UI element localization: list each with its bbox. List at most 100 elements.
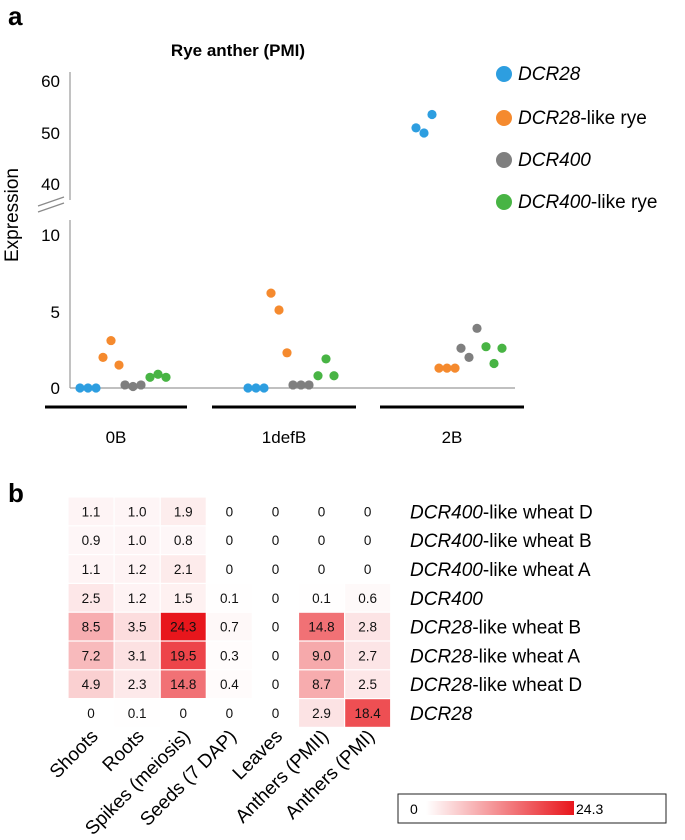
point-dcr400-like-rye-2b bbox=[489, 358, 499, 369]
heatmap-cell-r5-c2 bbox=[160, 641, 206, 670]
heatmap-value-r5-c3: 0.3 bbox=[220, 648, 239, 663]
heatmap-cell-r2-c6 bbox=[345, 555, 391, 583]
point-dcr400-0b bbox=[136, 380, 146, 390]
heatmap-cell-r7-c1 bbox=[114, 699, 160, 727]
point-dcr28-like-rye-0b bbox=[98, 352, 108, 362]
heatmap-value-r7-c3: 0 bbox=[226, 706, 234, 721]
point-dcr400-like-rye-1defb bbox=[321, 354, 331, 364]
point-dcr400-2b bbox=[464, 352, 474, 362]
point-dcr400-1defb bbox=[296, 380, 306, 390]
heatmap-cell-r0-c2 bbox=[160, 497, 206, 526]
heatmap-value-r6-c3: 0.4 bbox=[220, 677, 239, 692]
point-dcr400-1defb bbox=[288, 380, 298, 390]
point-dcr28-0b bbox=[91, 383, 101, 393]
heatmap-value-r6-c2: 14.8 bbox=[170, 677, 196, 692]
colorbar-max-label: 24.3 bbox=[576, 801, 603, 817]
heatmap-value-r1-c1: 1.0 bbox=[128, 533, 147, 548]
chart-title: Rye anther (PMI) bbox=[171, 41, 305, 60]
heatmap-cell-r4-c2 bbox=[160, 612, 206, 641]
heatmap-cell-r5-c5 bbox=[299, 641, 344, 670]
heatmap-value-r2-c4: 0 bbox=[272, 562, 280, 577]
heatmap-value-r4-c6: 2.8 bbox=[358, 620, 377, 635]
heatmap-cell-r7-c6 bbox=[345, 699, 391, 727]
heatmap-value-r7-c2: 0 bbox=[179, 706, 187, 721]
scatter-points bbox=[75, 109, 507, 393]
heatmap-cell-r2-c1 bbox=[114, 555, 160, 583]
colorbar: 0 24.3 bbox=[397, 793, 667, 824]
heatmap-cell-r0-c4 bbox=[253, 497, 298, 526]
heatmap-value-r0-c1: 1.0 bbox=[128, 504, 147, 519]
heatmap-value-r6-c5: 8.7 bbox=[312, 677, 331, 692]
category-label-2B: 2B bbox=[442, 428, 463, 447]
heatmap-value-r0-c5: 0 bbox=[318, 504, 326, 519]
heatmap-value-r2-c3: 0 bbox=[226, 562, 234, 577]
heatmap-cell-r2-c3 bbox=[206, 555, 252, 583]
point-dcr400-0b bbox=[128, 381, 138, 392]
y-tick-label-40: 40 bbox=[41, 175, 60, 194]
heatmap-value-r4-c1: 3.5 bbox=[128, 620, 147, 635]
heatmap-value-r7-c5: 2.9 bbox=[312, 706, 331, 721]
heatmap-row-label-0: DCR400-like wheat D bbox=[410, 502, 593, 523]
point-dcr400-1defb bbox=[304, 380, 314, 390]
heatmap-value-r3-c4: 0 bbox=[272, 591, 280, 606]
heatmap-cell-r3-c6 bbox=[345, 584, 391, 612]
heatmap-value-r6-c6: 2.5 bbox=[358, 677, 377, 692]
heatmap-column-label-0: Shoots bbox=[46, 726, 103, 783]
heatmap-cell-r6-c1 bbox=[114, 670, 160, 698]
point-dcr28-like-rye-1defb bbox=[282, 348, 292, 358]
heatmap-cell-r5-c1 bbox=[114, 641, 160, 670]
heatmap-value-r5-c2: 19.5 bbox=[170, 648, 196, 663]
heatmap-value-r5-c0: 7.2 bbox=[82, 648, 101, 663]
legend-label-dcr400-like-rye: DCR400-like rye bbox=[518, 192, 657, 213]
point-dcr28-like-rye-0b bbox=[114, 360, 124, 370]
y-tick-label-0: 0 bbox=[51, 379, 60, 398]
heatmap-value-r6-c1: 2.3 bbox=[128, 677, 147, 692]
point-dcr400-like-rye-0b bbox=[145, 372, 155, 382]
heatmap-cell-r1-c6 bbox=[345, 526, 391, 554]
heatmap-cell-r6-c6 bbox=[345, 670, 391, 698]
point-dcr400-2b bbox=[456, 343, 466, 353]
heatmap-cell-r4-c5 bbox=[299, 612, 344, 641]
point-dcr28-0b bbox=[75, 383, 85, 393]
heatmap-cell-r3-c4 bbox=[253, 584, 298, 612]
heatmap-value-r1-c2: 0.8 bbox=[174, 533, 193, 548]
heatmap-value-r3-c1: 1.2 bbox=[128, 591, 147, 606]
heatmap-cell-r1-c5 bbox=[299, 526, 344, 554]
category-label-0B: 0B bbox=[106, 428, 127, 447]
heatmap-value-r5-c5: 9.0 bbox=[312, 648, 331, 663]
heatmap-cell-r7-c3 bbox=[206, 699, 252, 727]
heatmap-cell-r4-c3 bbox=[206, 612, 252, 641]
heatmap-cell-r7-c2 bbox=[160, 699, 206, 727]
heatmap-cell-r6-c5 bbox=[299, 670, 344, 698]
point-dcr28-1defb bbox=[243, 383, 253, 393]
heatmap-cell-r5-c4 bbox=[253, 641, 298, 670]
heatmap-value-r6-c0: 4.9 bbox=[82, 677, 101, 692]
heatmap-cell-r7-c5 bbox=[299, 699, 344, 727]
heatmap-row-label-5: DCR28-like wheat A bbox=[410, 646, 580, 667]
heatmap-cell-r3-c0 bbox=[68, 584, 114, 612]
heatmap-value-r3-c5: 0.1 bbox=[312, 591, 331, 606]
heatmap-value-r4-c2: 24.3 bbox=[170, 620, 196, 635]
legend-swatch-dcr400-like-rye bbox=[496, 194, 512, 210]
category-label-1defB: 1defB bbox=[262, 428, 306, 447]
heatmap-value-r0-c3: 0 bbox=[226, 504, 234, 519]
heatmap-cell-r5-c0 bbox=[68, 641, 114, 670]
point-dcr28-2b bbox=[411, 123, 421, 133]
heatmap-value-r0-c4: 0 bbox=[272, 504, 280, 519]
point-dcr28-0b bbox=[83, 383, 93, 393]
heatmap-cell-r3-c2 bbox=[160, 584, 206, 612]
heatmap-cell-r3-c3 bbox=[206, 584, 252, 612]
legend-swatch-dcr28-like-rye bbox=[496, 110, 512, 126]
heatmap-value-r7-c1: 0.1 bbox=[128, 706, 147, 721]
y-tick-label-50: 50 bbox=[41, 124, 60, 143]
point-dcr400-like-rye-0b bbox=[153, 369, 163, 379]
heatmap-value-r4-c3: 0.7 bbox=[220, 620, 239, 635]
heatmap-cell-r7-c0 bbox=[68, 699, 114, 727]
point-dcr400-like-rye-2b bbox=[497, 343, 507, 353]
heatmap-cell-r4-c0 bbox=[68, 612, 114, 641]
heatmap-value-r2-c2: 2.1 bbox=[174, 562, 193, 577]
heatmap-row-label-1: DCR400-like wheat B bbox=[410, 531, 592, 552]
heatmap-cell-r1-c2 bbox=[160, 526, 206, 554]
